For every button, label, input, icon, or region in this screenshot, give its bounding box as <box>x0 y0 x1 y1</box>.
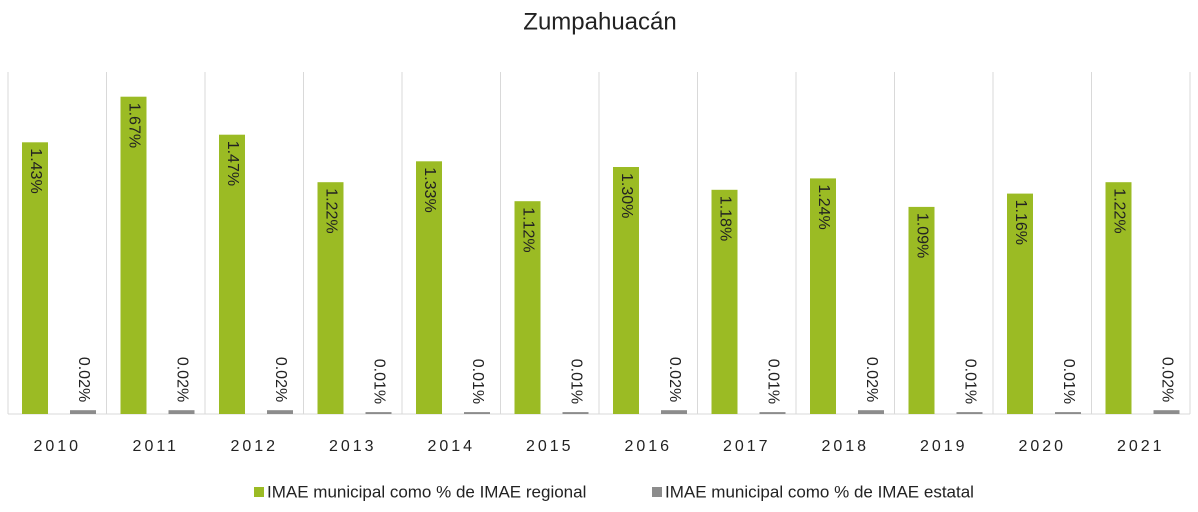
data-label: 1.09% <box>913 213 930 258</box>
x-tick-label: 2018 <box>821 438 869 455</box>
bar <box>562 412 589 414</box>
bar <box>1153 410 1180 414</box>
bar <box>908 206 935 414</box>
bar <box>1105 182 1132 414</box>
bar <box>416 161 442 414</box>
x-tick-label: 2014 <box>427 438 475 455</box>
data-label: 1.18% <box>716 196 733 241</box>
data-label: 1.22% <box>322 188 339 233</box>
legend-label: IMAE municipal como % de IMAE regional <box>267 482 586 501</box>
data-label: 1.24% <box>815 184 832 229</box>
bar <box>759 412 786 414</box>
x-tick-label: 2011 <box>133 438 179 455</box>
chart-title: Zumpahuacán <box>523 8 676 35</box>
x-tick-label: 2010 <box>33 438 81 455</box>
bar <box>22 142 48 415</box>
data-label: 0.01% <box>469 359 486 404</box>
data-label: 0.01% <box>370 359 387 404</box>
bar <box>267 410 293 414</box>
legend-swatch <box>652 487 662 497</box>
bar <box>661 410 687 414</box>
bar <box>514 201 541 414</box>
x-tick-label: 2019 <box>920 438 968 455</box>
x-tick-label: 2012 <box>230 438 278 455</box>
data-label: 1.30% <box>618 173 635 218</box>
x-tick-label: 2016 <box>624 438 672 455</box>
data-label: 1.67% <box>125 103 142 148</box>
x-tick-label: 2021 <box>1117 438 1165 455</box>
x-tick-label: 2013 <box>329 438 377 455</box>
x-tick-label: 2015 <box>526 438 574 455</box>
legend-label: IMAE municipal como % de IMAE estatal <box>665 482 974 501</box>
data-label: 1.12% <box>519 207 536 252</box>
data-label: 0.02% <box>863 357 880 402</box>
data-label: 0.01% <box>1060 359 1077 404</box>
bar <box>858 410 884 414</box>
bar <box>219 134 245 414</box>
data-label: 1.33% <box>421 167 438 212</box>
data-label: 1.22% <box>1110 188 1127 233</box>
data-label: 0.02% <box>173 357 190 402</box>
bar <box>711 189 738 414</box>
data-label: 0.01% <box>567 359 584 404</box>
bar <box>810 178 836 414</box>
data-label: 0.01% <box>961 359 978 404</box>
bar <box>613 167 639 414</box>
data-label: 0.02% <box>1158 357 1175 402</box>
data-label: 1.43% <box>27 148 44 193</box>
bar <box>317 182 344 414</box>
x-tick-label: 2017 <box>723 438 771 455</box>
bar <box>365 412 392 414</box>
bar <box>1007 193 1033 414</box>
data-label: 1.47% <box>224 141 241 186</box>
bar <box>120 96 147 414</box>
x-tick-label: 2020 <box>1018 438 1066 455</box>
legend-swatch <box>254 487 264 497</box>
data-label: 0.02% <box>666 357 683 402</box>
bar <box>464 412 490 414</box>
bar <box>956 412 983 414</box>
bar <box>1055 412 1081 414</box>
data-label: 0.01% <box>764 359 781 404</box>
data-label: 0.02% <box>272 357 289 402</box>
bar <box>70 410 96 414</box>
data-label: 1.16% <box>1012 200 1029 245</box>
data-label: 0.02% <box>75 357 92 402</box>
bar <box>168 410 195 414</box>
